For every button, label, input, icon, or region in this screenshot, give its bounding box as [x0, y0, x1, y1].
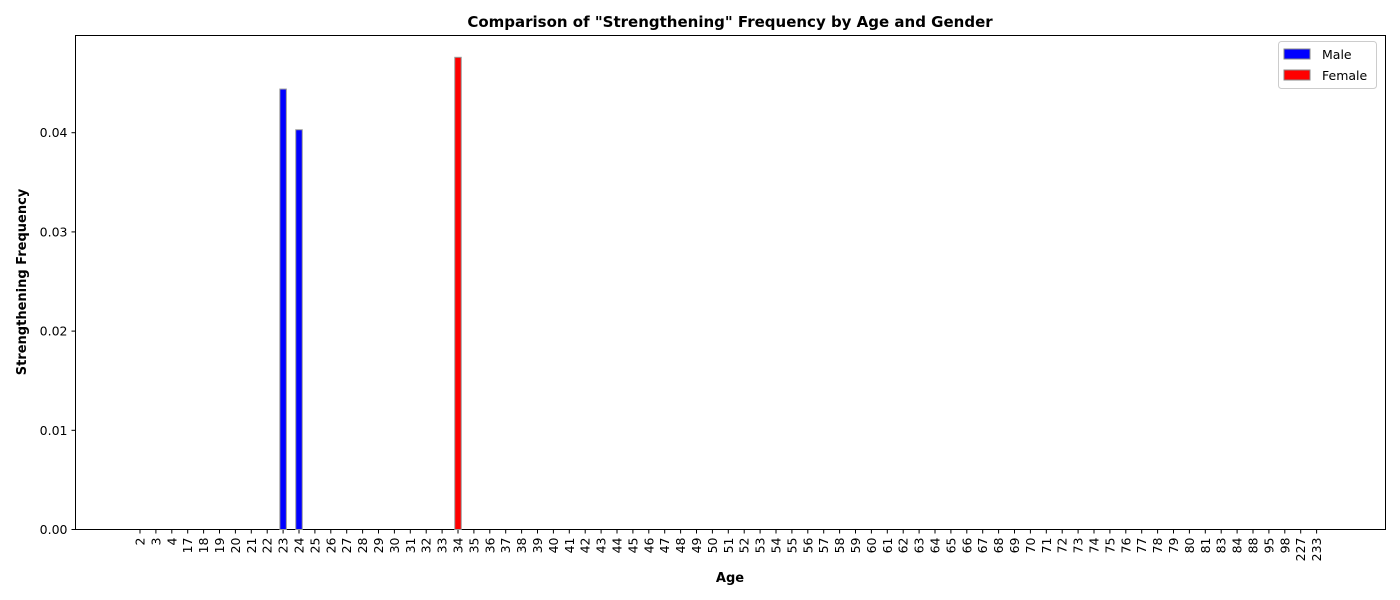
- x-tick-label: 22: [260, 538, 275, 554]
- x-tick-label: 25: [307, 538, 322, 554]
- x-tick-label: 43: [594, 538, 609, 554]
- legend-swatch-female: [1283, 69, 1311, 81]
- x-tick-label: 81: [1198, 538, 1213, 554]
- x-tick-label: 53: [753, 538, 768, 554]
- x-tick-label: 38: [514, 537, 529, 553]
- x-tick-label: 36: [482, 537, 497, 553]
- x-tick-label: 18: [196, 537, 211, 553]
- x-tick-label: 19: [212, 537, 227, 553]
- y-tick-label: 0.02: [40, 324, 68, 339]
- x-tick-label: 88: [1246, 537, 1261, 553]
- x-tick-label: 39: [530, 537, 545, 553]
- x-tick-label: 50: [705, 537, 720, 553]
- y-axis-label: Strengthening Frequency: [15, 188, 30, 375]
- x-tick-label: 49: [689, 537, 704, 553]
- x-tick-label: 55: [784, 538, 799, 554]
- x-tick-label: 32: [419, 538, 434, 554]
- x-tick-label: 61: [880, 538, 895, 554]
- bar-male-24: [295, 129, 303, 531]
- bar-female-34: [454, 56, 462, 530]
- x-tick-label: 59: [848, 537, 863, 553]
- x-tick-label: 60: [864, 537, 879, 553]
- x-tick-label: 56: [800, 537, 815, 553]
- x-tick-label: 75: [1102, 538, 1117, 554]
- y-tick-label: 0.03: [40, 224, 68, 239]
- x-tick-label: 64: [928, 537, 943, 553]
- x-tick-label: 58: [832, 537, 847, 553]
- x-tick-label: 3: [148, 538, 163, 546]
- x-tick-label: 34: [451, 537, 466, 553]
- x-tick-label: 48: [673, 537, 688, 553]
- x-tick-label: 40: [546, 537, 561, 553]
- legend-label-male: Male: [1322, 47, 1352, 62]
- bar-male-23: [279, 88, 287, 531]
- x-tick-label: 83: [1214, 538, 1229, 554]
- x-tick-label: 45: [625, 538, 640, 554]
- x-tick-label: 54: [769, 537, 784, 553]
- x-tick-label: 233: [1309, 538, 1324, 562]
- x-tick-label: 74: [1087, 537, 1102, 553]
- x-tick-label: 31: [403, 538, 418, 554]
- x-tick-label: 77: [1134, 538, 1149, 554]
- x-tick-label: 47: [657, 538, 672, 554]
- x-tick-label: 57: [816, 538, 831, 554]
- x-tick-label: 26: [323, 537, 338, 553]
- y-tick-label: 0.00: [40, 522, 68, 537]
- x-tick-label: 76: [1118, 537, 1133, 553]
- x-tick-label: 29: [371, 537, 386, 553]
- x-tick-label: 72: [1055, 538, 1070, 554]
- x-tick-label: 24: [292, 537, 307, 553]
- x-tick-label: 30: [387, 537, 402, 553]
- x-tick-label: 21: [244, 538, 259, 554]
- x-tick-label: 41: [562, 538, 577, 554]
- x-tick-label: 73: [1071, 538, 1086, 554]
- x-tick-label: 27: [339, 538, 354, 554]
- x-tick-label: 67: [975, 538, 990, 554]
- x-tick-label: 4: [164, 537, 179, 545]
- x-tick-label: 68: [991, 537, 1006, 553]
- x-tick-label: 20: [228, 537, 243, 553]
- x-tick-label: 35: [466, 538, 481, 554]
- x-tick-label: 52: [737, 538, 752, 554]
- x-tick-label: 33: [435, 538, 450, 554]
- x-tick-label: 71: [1039, 538, 1054, 554]
- x-tick-label: 44: [610, 537, 625, 553]
- x-tick-label: 66: [959, 537, 974, 553]
- x-tick-label: 17: [180, 538, 195, 554]
- x-tick-label: 69: [1007, 537, 1022, 553]
- x-tick-label: 78: [1150, 537, 1165, 553]
- bars: [279, 56, 462, 531]
- x-tick-label: 51: [721, 538, 736, 554]
- x-axis: 2 3 4 17 18 19 20 21 22 23 24 25 26 27 28 29 30 31 32 33 34 3…: [133, 529, 1324, 562]
- x-tick-label: 28: [355, 537, 370, 553]
- x-tick-label: 84: [1230, 537, 1245, 553]
- x-tick-label: 63: [912, 538, 927, 554]
- legend: Male Female: [1278, 41, 1377, 89]
- x-axis-label: Age: [716, 571, 744, 586]
- x-tick-label: 65: [943, 538, 958, 554]
- chart-title: Comparison of "Strengthening" Frequency …: [467, 13, 993, 31]
- y-tick-label: 0.01: [40, 423, 68, 438]
- x-tick-label: 23: [276, 538, 291, 554]
- x-tick-label: 46: [641, 537, 656, 553]
- x-tick-label: 37: [498, 538, 513, 554]
- x-tick-label: 98: [1277, 537, 1292, 553]
- x-tick-label: 70: [1023, 537, 1038, 553]
- x-tick-label: 42: [578, 538, 593, 554]
- y-axis: 0.00 0.01 0.02 0.03 0.04: [40, 125, 76, 537]
- legend-swatch-male: [1283, 48, 1311, 60]
- x-tick-label: 62: [896, 538, 911, 554]
- plot-area: [75, 35, 1386, 530]
- y-tick-label: 0.04: [40, 125, 68, 140]
- x-tick-label: 80: [1182, 537, 1197, 553]
- x-tick-label: 227: [1293, 538, 1308, 562]
- x-tick-label: 2: [133, 538, 148, 546]
- x-tick-label: 95: [1261, 538, 1276, 554]
- legend-label-female: Female: [1322, 68, 1368, 83]
- x-tick-label: 79: [1166, 537, 1181, 553]
